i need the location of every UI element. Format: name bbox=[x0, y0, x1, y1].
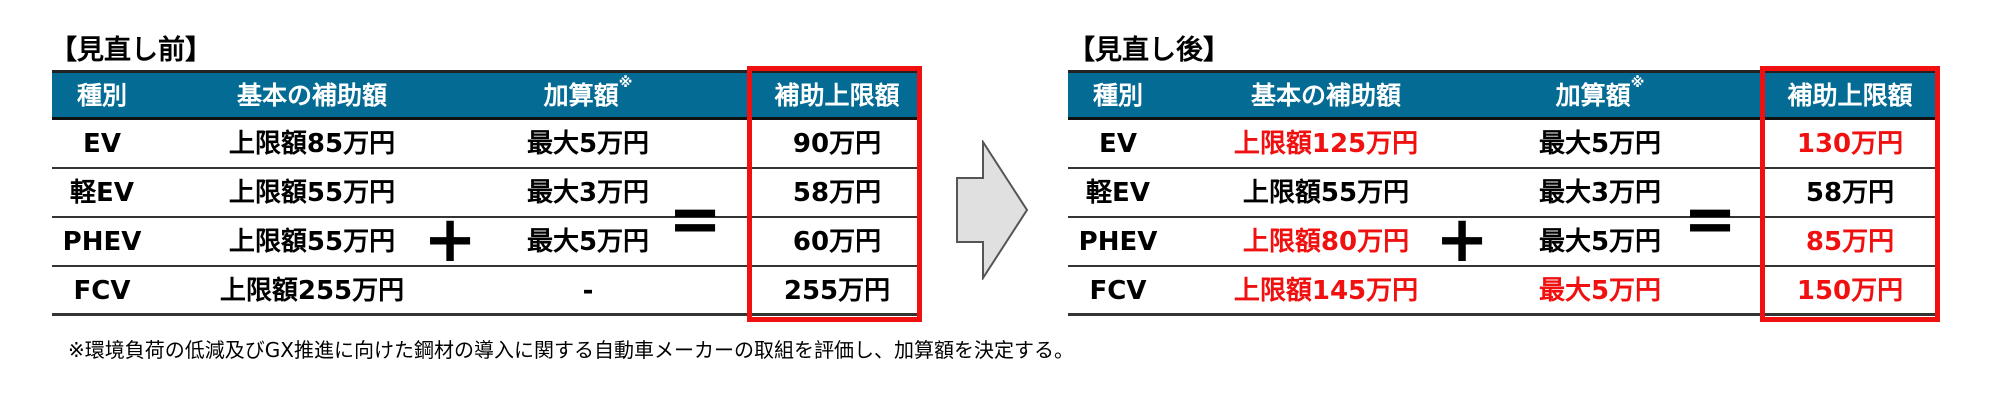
base-cell: 上限額80万円 bbox=[1242, 227, 1410, 257]
cap-cell: 130万円 bbox=[1796, 129, 1904, 159]
header-add: 加算額※ bbox=[1555, 75, 1645, 110]
after-title: 【見直し後】 bbox=[1068, 35, 1230, 66]
table-row: FCV 上限額145万円 最大5万円 150万円 bbox=[1068, 267, 1938, 316]
header-type: 種別 bbox=[76, 81, 128, 110]
base-cell: 上限額55万円 bbox=[1242, 178, 1410, 208]
table-header: 種別 基本の補助額 加算額※ 補助上限額 bbox=[1068, 70, 1938, 120]
plus-sign: + bbox=[1435, 203, 1489, 277]
base-cell: 上限額55万円 bbox=[228, 178, 396, 208]
cap-cell: 58万円 bbox=[792, 178, 882, 208]
type-cell: PHEV bbox=[1078, 227, 1158, 257]
cap-highlight-box bbox=[747, 66, 922, 322]
base-cell: 上限額125万円 bbox=[1233, 129, 1419, 159]
header-cap: 補助上限額 bbox=[1787, 81, 1913, 110]
cap-cell: 58万円 bbox=[1805, 178, 1895, 208]
table-row: FCV 上限額255万円 - 255万円 bbox=[52, 267, 922, 316]
type-cell: PHEV bbox=[62, 227, 142, 257]
header-add: 加算額※ bbox=[543, 75, 633, 110]
type-cell: FCV bbox=[1089, 276, 1147, 306]
table-row: 軽EV 上限額55万円 最大3万円 58万円 bbox=[1068, 169, 1938, 218]
arrow-right-icon bbox=[956, 140, 1029, 280]
type-cell: EV bbox=[1099, 129, 1137, 159]
table-row: 軽EV 上限額55万円 最大3万円 58万円 bbox=[52, 169, 922, 218]
base-cell: 上限額85万円 bbox=[228, 129, 396, 159]
base-cell: 上限額255万円 bbox=[219, 276, 405, 306]
table-row: EV 上限額85万円 最大5万円 90万円 bbox=[52, 120, 922, 169]
header-cap: 補助上限額 bbox=[774, 81, 900, 110]
type-cell: 軽EV bbox=[70, 178, 134, 208]
plus-sign: + bbox=[423, 203, 477, 277]
header-base: 基本の補助額 bbox=[236, 81, 388, 110]
cap-cell: 60万円 bbox=[792, 227, 882, 257]
before-title: 【見直し前】 bbox=[50, 35, 212, 66]
after-table: 種別 基本の補助額 加算額※ 補助上限額 EV 上限額125万円 最大5万円 1… bbox=[1068, 70, 1938, 318]
cap-highlight-box bbox=[1760, 66, 1940, 322]
base-cell: 上限額145万円 bbox=[1233, 276, 1419, 306]
cap-cell: 255万円 bbox=[783, 276, 891, 306]
add-cell: 最大5万円 bbox=[526, 129, 650, 159]
before-table: 種別 基本の補助額 加算額※ 補助上限額 EV 上限額85万円 最大5万円 90… bbox=[52, 70, 922, 318]
header-base: 基本の補助額 bbox=[1250, 81, 1402, 110]
equals-sign: = bbox=[1683, 183, 1737, 257]
equals-sign: = bbox=[668, 183, 722, 257]
table-row: EV 上限額125万円 最大5万円 130万円 bbox=[1068, 120, 1938, 169]
cap-cell: 85万円 bbox=[1805, 227, 1895, 257]
header-type: 種別 bbox=[1092, 81, 1144, 110]
type-cell: EV bbox=[83, 129, 121, 159]
table-row: PHEV 上限額80万円 最大5万円 85万円 bbox=[1068, 218, 1938, 267]
type-cell: FCV bbox=[73, 276, 131, 306]
footnote: ※環境負荷の低減及びGX推進に向けた鋼材の導入に関する自動車メーカーの取組を評価… bbox=[68, 338, 1074, 362]
type-cell: 軽EV bbox=[1086, 178, 1150, 208]
cap-cell: 150万円 bbox=[1796, 276, 1904, 306]
add-cell: 最大5万円 bbox=[1538, 227, 1662, 257]
add-cell: 最大5万円 bbox=[526, 227, 650, 257]
add-cell: - bbox=[582, 276, 594, 306]
table-row: PHEV 上限額55万円 最大5万円 60万円 bbox=[52, 218, 922, 267]
base-cell: 上限額55万円 bbox=[228, 227, 396, 257]
cap-cell: 90万円 bbox=[792, 129, 882, 159]
add-cell: 最大3万円 bbox=[1538, 178, 1662, 208]
add-cell: 最大5万円 bbox=[1538, 276, 1662, 306]
table-header: 種別 基本の補助額 加算額※ 補助上限額 bbox=[52, 70, 922, 120]
add-cell: 最大5万円 bbox=[1538, 129, 1662, 159]
add-cell: 最大3万円 bbox=[526, 178, 650, 208]
